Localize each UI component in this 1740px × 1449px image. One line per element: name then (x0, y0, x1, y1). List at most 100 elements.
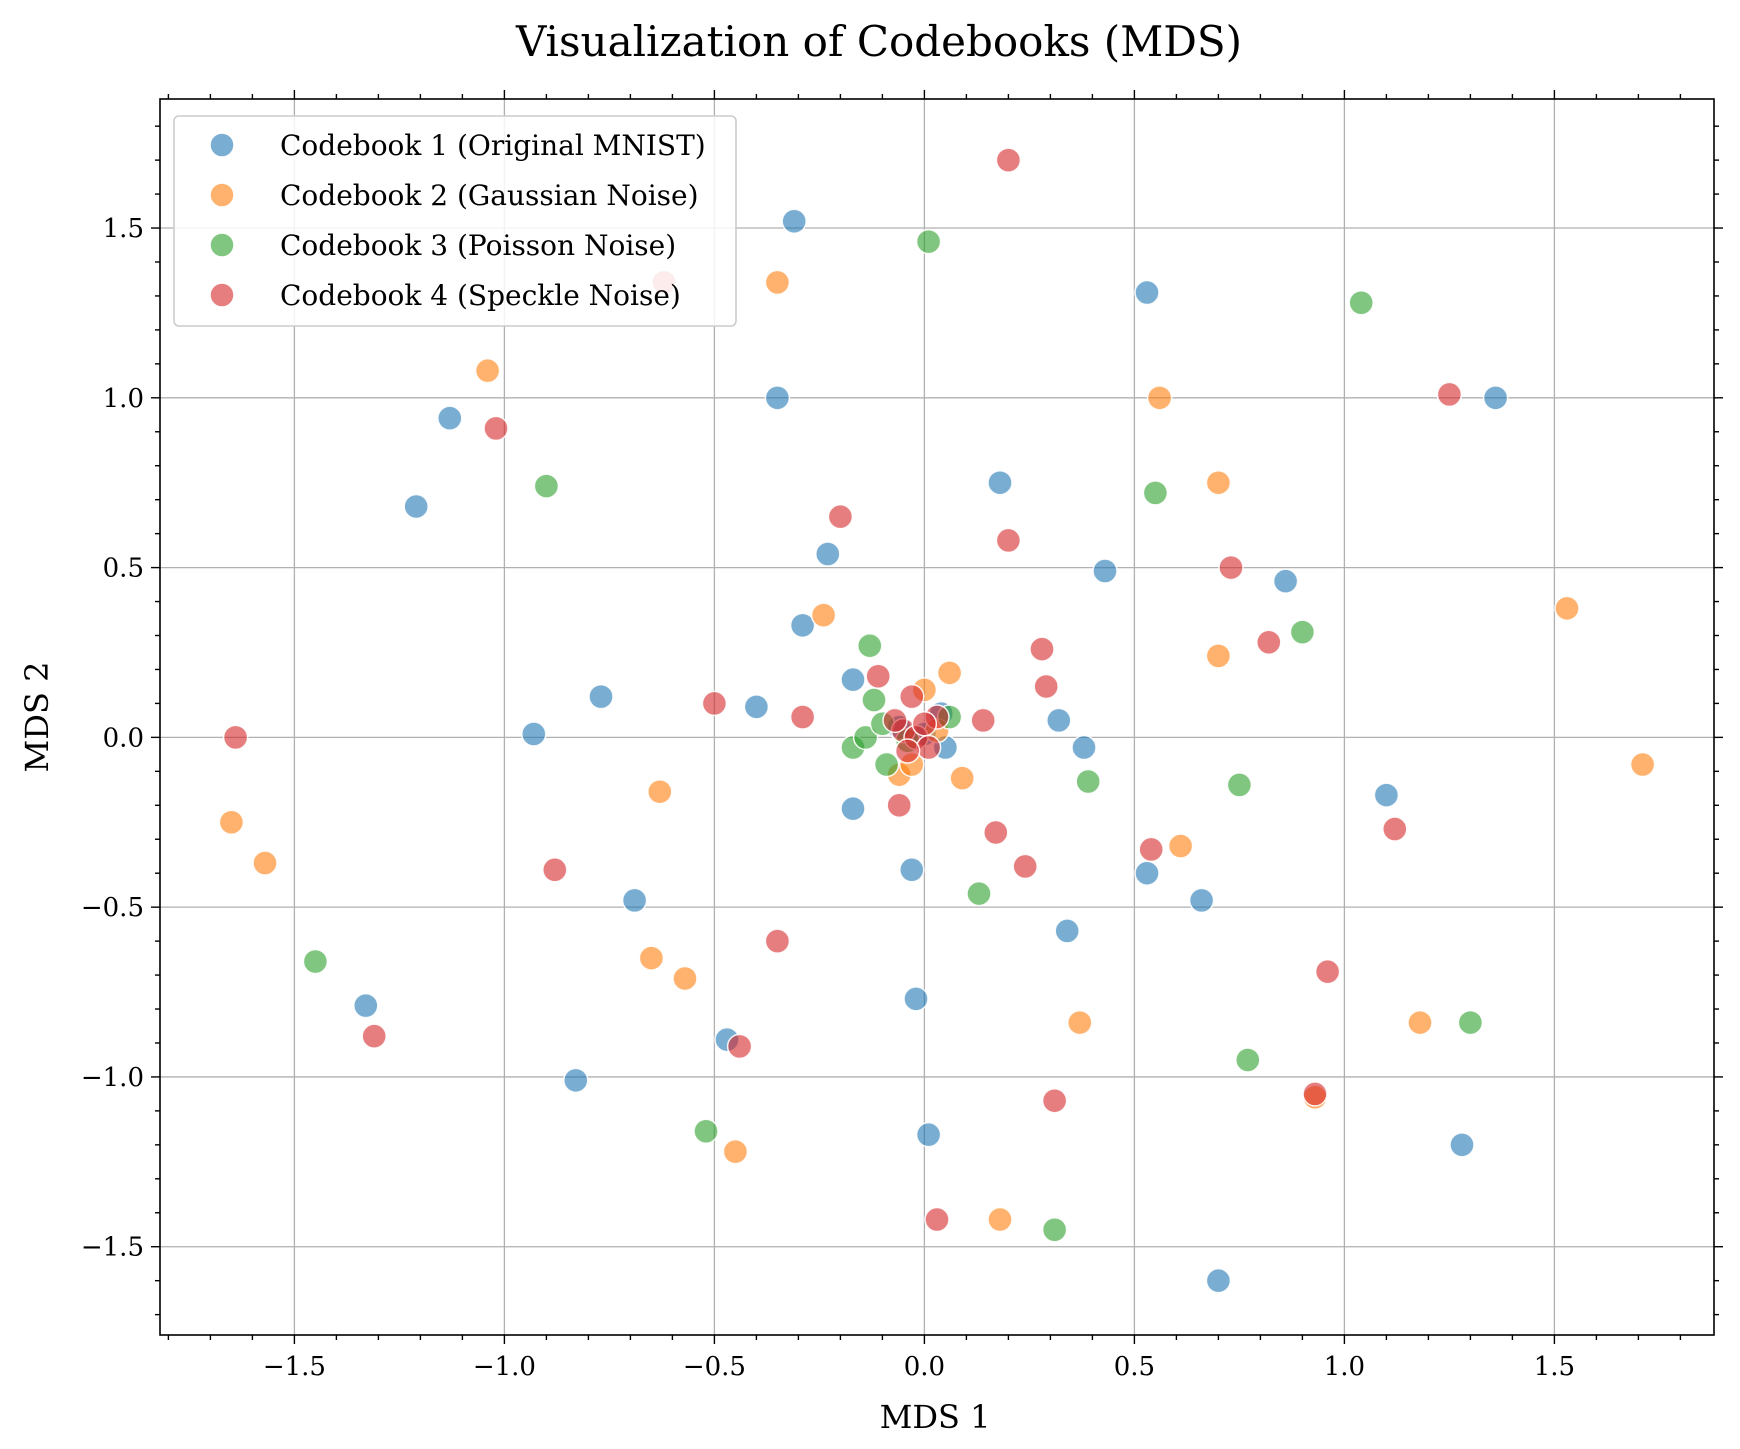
legend-marker (209, 182, 235, 208)
data-point (1226, 772, 1253, 798)
legend-marker (209, 282, 235, 308)
y-tick-label: −1.5 (81, 1233, 144, 1263)
legend-box (173, 115, 737, 327)
y-tick-label: 0.0 (103, 723, 144, 753)
data-point (987, 469, 1013, 496)
y-tick-label: 1.0 (103, 384, 144, 414)
x-tick-label: −1.5 (263, 1352, 326, 1382)
data-point (861, 687, 887, 713)
data-point (1041, 1216, 1068, 1243)
data-point (1041, 1087, 1068, 1114)
data-point (1436, 381, 1463, 408)
data-point (1033, 673, 1059, 700)
data-point (949, 765, 975, 791)
y-axis-label: MDS 2 (18, 662, 56, 773)
data-point (222, 724, 249, 751)
data-point (1029, 636, 1055, 662)
tick-labels: −1.5 −1.0 −0.5 0.0 0.5 1.0 1.5 −1.5 −1.0 −0.5 0.0 0… (81, 214, 1575, 1382)
legend-marker (209, 132, 235, 158)
y-tick-label: 0.5 (103, 554, 144, 584)
data-point (483, 415, 509, 442)
data-point (865, 663, 891, 690)
data-point (882, 707, 908, 734)
data-point (936, 660, 963, 686)
data-point (361, 1023, 387, 1049)
legend-marker (209, 232, 235, 258)
data-point (915, 1121, 942, 1148)
data-point (218, 809, 245, 836)
data-point (1205, 469, 1232, 496)
data-point (810, 602, 837, 628)
data-point (1314, 958, 1341, 985)
chart-title: Visualization of Codebooks (MDS) (515, 17, 1242, 66)
data-point (1167, 833, 1194, 859)
data-point (521, 721, 547, 747)
data-point (852, 724, 879, 751)
axis-ticks (151, 90, 1723, 1344)
x-tick-label: −1.0 (473, 1352, 536, 1382)
data-point (970, 707, 996, 734)
data-point (966, 880, 992, 907)
data-point (899, 683, 925, 710)
data-point (693, 1118, 719, 1145)
data-point (1071, 734, 1097, 761)
legend: Codebook 1 (Original MNIST) Codebook 2 (G… (173, 115, 737, 327)
data-point (857, 632, 883, 659)
data-point (1382, 816, 1408, 842)
data-point (542, 857, 568, 883)
data-point (1482, 385, 1509, 411)
data-point (764, 928, 791, 954)
series-2-points (218, 269, 1656, 1233)
plot-frame (159, 98, 1715, 1336)
legend-label: Codebook 1 (Original MNIST) (280, 129, 706, 162)
data-point (1449, 1132, 1475, 1158)
data-point (1054, 918, 1080, 944)
data-point (1134, 860, 1160, 886)
y-tick-label: 1.5 (103, 214, 144, 244)
data-point (638, 945, 665, 971)
data-point (353, 992, 379, 1019)
data-point (1134, 279, 1160, 306)
data-point (1272, 568, 1299, 594)
y-tick-label: −0.5 (81, 893, 144, 923)
data-point (764, 385, 791, 411)
x-axis-label: MDS 1 (880, 1398, 991, 1436)
data-point (1457, 1009, 1484, 1036)
data-point (743, 694, 770, 720)
x-tick-label: 0.5 (1114, 1352, 1155, 1382)
data-point (1289, 619, 1316, 645)
data-point (621, 887, 648, 914)
data-point (1205, 1267, 1232, 1294)
data-point (252, 850, 278, 876)
data-point (1138, 836, 1164, 863)
data-point (1348, 289, 1374, 316)
data-point (886, 792, 912, 819)
data-point (1218, 554, 1244, 581)
data-point (1235, 1047, 1261, 1073)
legend-label: Codebook 4 (Speckle Noise) (280, 279, 681, 312)
x-tick-label: 0.0 (904, 1352, 945, 1382)
data-point (911, 711, 938, 737)
data-point (403, 493, 429, 520)
data-point (1188, 887, 1215, 914)
data-point (873, 751, 900, 778)
legend-label: Codebook 2 (Gaussian Noise) (280, 179, 699, 212)
data-point (1012, 853, 1038, 880)
data-point (899, 857, 925, 883)
data-point (915, 228, 942, 255)
data-points (218, 147, 1656, 1294)
data-point (983, 819, 1009, 846)
data-point (995, 527, 1022, 554)
data-point (1075, 768, 1101, 795)
data-point (701, 690, 728, 717)
data-point (1046, 707, 1072, 734)
data-point (764, 269, 791, 296)
data-point (474, 357, 501, 384)
x-tick-label: −0.5 (683, 1352, 746, 1382)
data-point (647, 778, 673, 805)
x-tick-label: 1.5 (1534, 1352, 1575, 1382)
data-point (903, 986, 929, 1012)
data-point (1067, 1009, 1093, 1036)
data-point (840, 795, 866, 822)
